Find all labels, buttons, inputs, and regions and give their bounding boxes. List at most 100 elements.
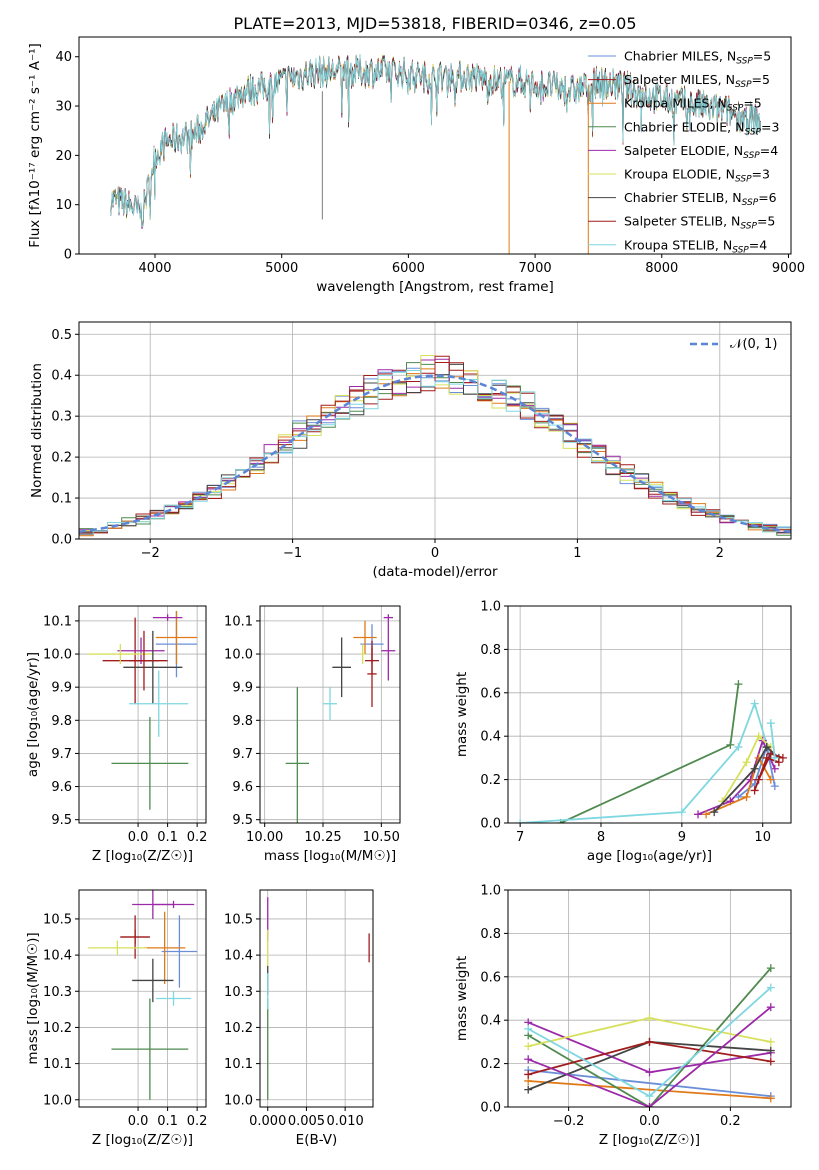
x-axis-label: wavelength [Angstrom, rest frame] (316, 279, 554, 295)
plot-area (285, 614, 396, 823)
y-tick-label: 10.3 (43, 985, 72, 1000)
x-tick-label: 0.1 (157, 830, 178, 845)
x-tick-label: −1 (283, 546, 302, 561)
weight-line-5 (721, 734, 772, 802)
histogram-steps-8 (79, 370, 791, 539)
y-tick-label: 0.1 (51, 492, 72, 507)
weight-marker (766, 1046, 775, 1055)
x-tick-label: 0.0 (639, 1114, 660, 1129)
weight-marker (742, 792, 751, 801)
x-tick-label: 10.25 (304, 830, 341, 845)
y-tick-label: 10.3 (224, 985, 253, 1000)
weight-marker (766, 964, 775, 973)
axes-frame (78, 605, 207, 824)
x-axis-label: (data-model)/error (372, 564, 498, 580)
y-tick-label: 0.5 (51, 328, 72, 343)
weight-line-6 (713, 745, 780, 813)
legend-label: 𝒩(0, 1) (730, 337, 777, 352)
x-tick-label: 4000 (138, 261, 171, 276)
x-axis-label: mass [log₁₀(M/M☉)] (264, 848, 396, 864)
y-axis-label: mass weight (454, 956, 470, 1041)
axes-frame (507, 605, 792, 824)
y-tick-label: 10.5 (224, 912, 253, 927)
y-tick-label: 9.5 (51, 813, 72, 828)
y-tick-label: 10.1 (43, 1057, 72, 1072)
y-tick-label: 0.0 (51, 533, 72, 548)
x-tick-label: 0.0 (128, 830, 149, 845)
y-tick-label: 10 (55, 198, 72, 213)
residuals-panel: −2 −1 0 1 2 0.0 0.1 0.2 0.3 0.4 0.5 (data-model)/er… (29, 321, 792, 580)
y-tick-label: 10.5 (43, 912, 72, 927)
y-tick-label: 10.2 (43, 1021, 72, 1036)
axes-frame (78, 36, 792, 255)
weight-marker (766, 1003, 775, 1012)
legend-value: =3 (752, 167, 770, 182)
x-tick-label: 0.005 (288, 1114, 325, 1129)
x-tick-label: 0.000 (249, 1114, 286, 1129)
weight-marker (750, 786, 759, 795)
x-tick-label: 0 (431, 546, 439, 561)
weight-marker (677, 808, 686, 817)
weight-marker (524, 1085, 533, 1094)
x-axis-label: Z [log₁₀(Z/Z☉)] (92, 1132, 193, 1148)
legend-label: Kroupa STELIB, NSSP=4 (624, 237, 767, 255)
legend-value: =4 (749, 237, 767, 252)
plot-area (516, 680, 787, 823)
y-tick-label: 30 (55, 100, 72, 115)
weight-marker (702, 810, 711, 819)
x-tick-label: 8000 (645, 261, 678, 276)
legend-value: =4 (760, 143, 778, 158)
age-vs-metallicity-panel: 0.0 0.1 0.2 9.5 9.6 9.7 9.8 9.9 10.0 10.1 Z [log₁₀… (25, 605, 208, 864)
legend-subscript: SSP (732, 245, 749, 255)
histogram-steps-7 (79, 355, 791, 539)
mass-vs-ebv-panel: 0.000 0.005 0.010 10.0 10.1 10.2 10.3 10.4 10.5 E… (224, 889, 374, 1148)
x-tick-label: 2 (716, 546, 724, 561)
y-tick-label: 10.1 (224, 614, 253, 629)
x-tick-label: 5000 (265, 261, 298, 276)
y-tick-label: 0.0 (480, 817, 501, 832)
weight-line-2 (528, 1080, 771, 1100)
weight-marker (766, 1094, 775, 1103)
legend-subscript: SSP (744, 127, 761, 137)
plot-area (110, 54, 761, 254)
weight-marker (734, 743, 743, 752)
legend-value: =5 (743, 96, 761, 111)
legend-value: =5 (752, 72, 770, 87)
legend-subscript: SSP (727, 104, 744, 114)
weight-marker (524, 1055, 533, 1064)
y-tick-label: 0.6 (480, 686, 501, 701)
weight-marker (645, 1068, 654, 1077)
weight-marker (774, 758, 783, 767)
y-tick-label: 9.8 (232, 714, 253, 729)
legend-label: Chabrier MILES, NSSP=5 (624, 49, 771, 67)
weight-marker (524, 1024, 533, 1033)
y-tick-label: 9.6 (51, 780, 72, 795)
y-tick-label: 9.8 (51, 714, 72, 729)
spectrum-panel: 4000 5000 6000 7000 8000 9000 0 10 20 30 40 wavelen… (27, 36, 805, 295)
y-tick-label: 10.4 (43, 949, 72, 964)
axes-frame (259, 605, 401, 824)
y-tick-label: 9.9 (51, 681, 72, 696)
x-tick-label: 0.2 (720, 1114, 741, 1129)
axes-frame (259, 889, 374, 1108)
plot-area (87, 610, 198, 810)
x-axis-label: age [log₁₀(age/yr)] (587, 848, 712, 864)
weight-line-0 (737, 743, 776, 798)
weight-line-8 (769, 723, 776, 759)
x-tick-label: 10.50 (363, 830, 400, 845)
y-axis-label: Flux [fλ10⁻¹⁷ erg cm⁻² s⁻¹ A⁻¹] (27, 43, 43, 248)
y-tick-label: 0.3 (51, 410, 72, 425)
weight-marker (770, 753, 779, 762)
spectrum-line-8 (110, 54, 761, 228)
x-tick-label: 9000 (772, 261, 805, 276)
y-axis-label: age [log₁₀(age/yr)] (25, 652, 41, 777)
weight-vs-age-panel: 7 8 9 10 0.0 0.2 0.4 0.6 0.8 1.0 age [log₁₀(age/yr… (454, 600, 792, 864)
x-axis-label: Z [log₁₀(Z/Z☉)] (92, 848, 193, 864)
x-tick-label: 0.2 (187, 830, 208, 845)
legend-label: Salpeter MILES, NSSP=5 (624, 72, 770, 90)
y-tick-label: 9.6 (232, 780, 253, 795)
legend-value: =6 (758, 190, 776, 205)
weight-marker (754, 732, 763, 741)
weight-marker (766, 719, 775, 728)
x-tick-label: 1 (573, 546, 581, 561)
